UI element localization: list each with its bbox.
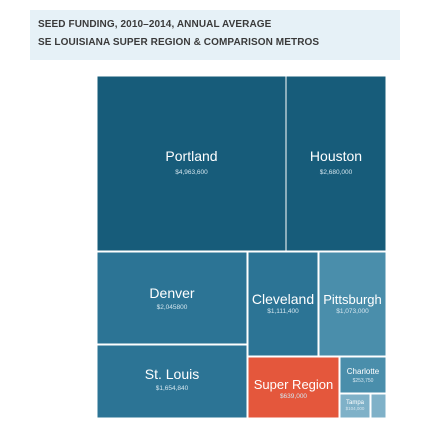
- treemap-rect-charlotte: [339, 356, 387, 394]
- chart-title-box: SEED FUNDING, 2010–2014, ANNUAL AVERAGE …: [30, 10, 400, 60]
- treemap-rect-denver: [96, 251, 248, 345]
- treemap-rect-super-region: [247, 356, 340, 419]
- treemap-rect-unlabeled: [370, 393, 387, 419]
- tile-value-tampa: $104,000: [346, 406, 365, 411]
- treemap-rect-portland: [96, 75, 287, 252]
- treemap-rect-tampa: [339, 393, 371, 419]
- tile-value-st-louis: $1,654,840: [156, 385, 189, 392]
- tile-label-denver: Denver: [149, 285, 194, 301]
- tile-label-super-region: Super Region: [254, 377, 334, 392]
- treemap-tile-cleveland: Cleveland$1,111,400: [247, 251, 319, 357]
- tile-value-pittsburgh: $1,073,000: [336, 308, 369, 315]
- tile-label-charlotte: Charlotte: [347, 367, 380, 376]
- tile-label-tampa: Tampa: [346, 400, 365, 406]
- treemap-rect-houston: [285, 75, 387, 252]
- tile-value-cleveland: $1,111,400: [267, 308, 299, 315]
- tile-value-portland: $4,963,600: [175, 169, 208, 176]
- treemap-tile-denver: Denver $2,045800: [96, 251, 248, 345]
- tile-label-st-louis: St. Louis: [145, 366, 199, 382]
- treemap-tile-st-louis: St. Louis $1,654,840: [96, 344, 248, 419]
- treemap-tile-portland: Portland $4,963,600: [96, 75, 287, 252]
- tile-value-denver: $2,045800: [157, 304, 188, 311]
- tile-value-houston: $2,680,000: [320, 169, 353, 176]
- tile-label-portland: Portland: [165, 148, 217, 164]
- tile-label-cleveland: Cleveland: [252, 291, 314, 307]
- tile-label-pittsburgh: Pittsburgh: [323, 292, 382, 307]
- tile-value-charlotte: $253,750: [353, 378, 374, 384]
- treemap-tile-pittsburgh: Pittsburgh$1,073,000: [318, 251, 387, 357]
- treemap-tile-houston: Houston $2,680,000: [285, 75, 387, 252]
- chart-subtitle: SE LOUISIANA SUPER REGION & COMPARISON M…: [38, 37, 320, 48]
- treemap-tile-super-region: Super Region$639,000: [247, 356, 340, 419]
- treemap-tile-charlotte: Charlotte $253,750: [339, 356, 387, 394]
- chart-title: SEED FUNDING, 2010–2014, ANNUAL AVERAGE: [38, 19, 272, 30]
- treemap-rect-st-louis: [96, 344, 248, 419]
- tile-value-super-region: $639,000: [280, 393, 307, 400]
- treemap-tile-tampa: Tampa$104,000: [339, 393, 371, 419]
- treemap-rect-cleveland: [247, 251, 319, 357]
- tile-label-houston: Houston: [310, 148, 362, 164]
- treemap-rect-pittsburgh: [318, 251, 387, 357]
